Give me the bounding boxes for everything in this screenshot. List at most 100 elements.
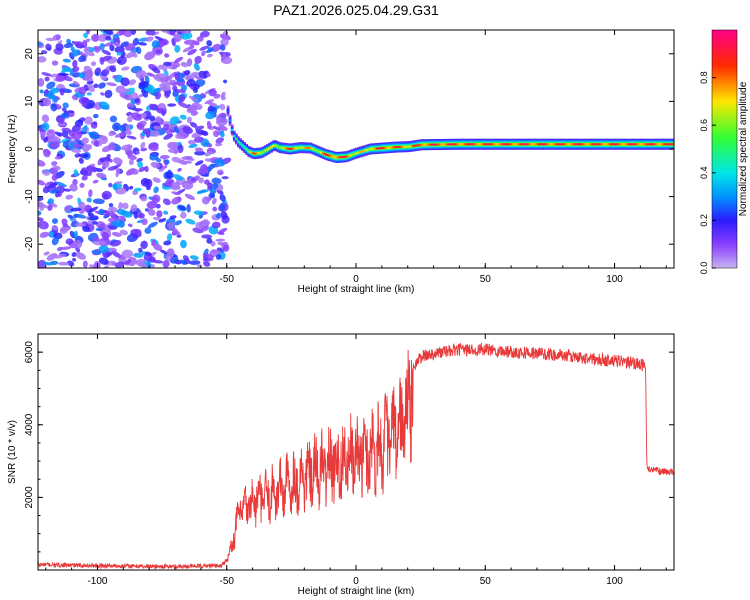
noise-blob xyxy=(146,200,158,209)
noise-blob xyxy=(140,147,148,152)
signal-segment xyxy=(489,143,493,146)
signal-segment xyxy=(576,143,579,146)
noise-blob xyxy=(93,83,99,89)
noise-blob xyxy=(136,157,143,163)
noise-blob xyxy=(211,177,222,185)
signal-segment xyxy=(636,143,639,146)
signal-segment xyxy=(253,152,257,155)
noise-blob xyxy=(166,251,175,258)
noise-blob xyxy=(43,152,51,158)
signal-segment xyxy=(607,143,610,146)
spectrogram-y-tick-label: -20 xyxy=(24,237,35,252)
noise-blob xyxy=(203,260,211,267)
noise-blob xyxy=(78,157,84,164)
noise-blob xyxy=(201,196,210,205)
signal-segment xyxy=(239,142,242,145)
noise-blob xyxy=(180,61,189,68)
noise-blob xyxy=(125,51,137,59)
noise-blob xyxy=(67,110,75,114)
noise-blob xyxy=(121,202,129,210)
noise-blob xyxy=(103,42,114,47)
noise-blob xyxy=(74,213,87,219)
noise-blob xyxy=(126,116,133,123)
noise-blob xyxy=(221,176,229,180)
signal-segment xyxy=(394,146,397,149)
noise-blob xyxy=(98,135,108,145)
noise-blob xyxy=(145,178,153,188)
noise-blob xyxy=(221,52,227,61)
noise-blob xyxy=(109,66,117,73)
noise-blob xyxy=(218,228,228,234)
noise-blob xyxy=(219,130,225,138)
noise-blob xyxy=(55,181,67,187)
noise-blob xyxy=(47,198,55,205)
signal-segment xyxy=(272,144,275,147)
spectrogram-x-tick-label: 100 xyxy=(606,274,623,285)
noise-blob xyxy=(162,260,170,268)
noise-blob xyxy=(176,89,186,94)
signal-segment xyxy=(491,143,495,146)
noise-blob xyxy=(152,67,161,74)
noise-blob xyxy=(163,240,172,246)
noise-blob xyxy=(216,212,221,219)
noise-blob xyxy=(137,42,148,46)
signal-segment xyxy=(623,143,627,146)
noise-blob xyxy=(179,259,187,264)
noise-blob xyxy=(193,210,205,216)
signal-segment xyxy=(334,156,337,159)
noise-blob xyxy=(199,45,209,51)
noise-blob xyxy=(172,229,181,235)
spectrogram-y-tick-label: 0 xyxy=(24,146,35,152)
noise-blob xyxy=(169,31,176,36)
signal-segment xyxy=(596,143,600,146)
signal-segment xyxy=(625,143,629,146)
noise-blob xyxy=(118,30,125,36)
signal-segment xyxy=(350,153,354,156)
noise-blob xyxy=(219,33,231,41)
noise-blob xyxy=(163,61,172,67)
noise-blob xyxy=(124,88,131,93)
noise-blob xyxy=(166,130,171,135)
noise-blob xyxy=(113,157,123,165)
noise-blob xyxy=(201,50,206,57)
noise-blob xyxy=(193,63,200,71)
noise-blob xyxy=(119,124,126,133)
noise-blob xyxy=(142,128,151,135)
noise-blob xyxy=(38,56,47,63)
noise-blob xyxy=(118,202,123,210)
spectrogram-x-label: Height of straight line (km) xyxy=(298,284,415,295)
noise-blob xyxy=(71,131,83,140)
signal-segment xyxy=(276,145,280,148)
signal-segment xyxy=(462,143,466,146)
signal-segment xyxy=(545,143,548,146)
noise-blob xyxy=(196,189,209,194)
noise-blob xyxy=(125,124,131,132)
signal-segment xyxy=(369,147,373,150)
signal-segment xyxy=(323,153,327,156)
signal-segment xyxy=(512,143,515,146)
signal-segment xyxy=(305,146,308,149)
noise-blob xyxy=(199,30,210,38)
noise-blob xyxy=(98,257,109,265)
signal-segment xyxy=(541,143,544,146)
noise-blob xyxy=(100,92,105,96)
signal-segment xyxy=(419,143,422,146)
noise-blob xyxy=(141,218,148,226)
noise-blob xyxy=(88,216,99,221)
noise-blob xyxy=(179,114,187,120)
noise-blob xyxy=(142,90,149,98)
noise-blob xyxy=(112,183,118,191)
noise-blob xyxy=(186,105,198,114)
noise-blob xyxy=(187,48,197,56)
noise-blob xyxy=(86,197,92,203)
spectrogram-y-ticks: -20 -10 0 10 20 xyxy=(24,48,674,252)
noise-blob xyxy=(51,60,59,66)
noise-blob xyxy=(198,177,204,184)
noise-blob xyxy=(206,72,211,78)
noise-blob xyxy=(72,143,83,148)
noise-blob xyxy=(101,145,113,153)
signal-segment xyxy=(568,143,571,146)
noise-blob xyxy=(57,40,63,45)
noise-blob xyxy=(98,208,105,216)
signal-segment xyxy=(410,145,414,148)
